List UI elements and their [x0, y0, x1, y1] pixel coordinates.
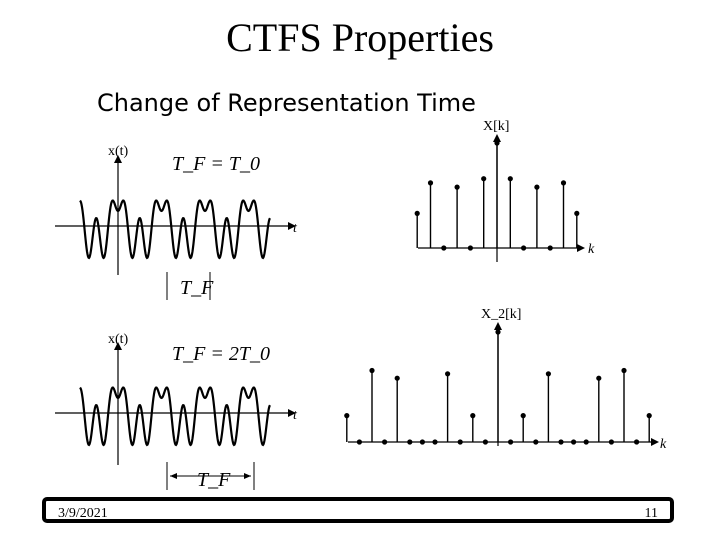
- x2k-point-20: [596, 375, 602, 381]
- span-arrow-right-bottom: [244, 473, 251, 479]
- x2k-point-16: [545, 371, 552, 377]
- ylabel-bottom: x(t): [108, 332, 129, 347]
- xt-axis-arrow-bottom: [114, 342, 122, 350]
- span-label-bottom: T_F: [197, 469, 231, 491]
- ylabel-top: x(t): [108, 144, 129, 159]
- xk-top-point-5: [481, 176, 487, 182]
- x2k-point-2: [369, 367, 375, 374]
- xk-top-point-12: [574, 210, 580, 216]
- xk-top-point-7: [507, 176, 513, 182]
- x2k-point-6: [419, 439, 425, 445]
- x2k-point-13: [508, 439, 514, 445]
- span-arrow-left-bottom: [170, 473, 177, 479]
- x2k-point-15: [533, 439, 539, 445]
- spectrum-plot-top: X[k] k: [414, 119, 595, 262]
- xk-top-point-9: [534, 184, 540, 190]
- spectrum-plot-bottom: X_2[k] k: [344, 307, 667, 452]
- xk-label-top: X[k]: [483, 119, 509, 134]
- xk-axis-arrow-bottom: [494, 322, 502, 330]
- slide-title: CTFS Properties: [226, 15, 494, 60]
- waveform-bottom: [79, 386, 271, 447]
- signal-plot-top: x(t) t T_F = T_0 T_F: [55, 144, 298, 300]
- signal-plot-bottom: x(t) t T_F = 2T_0 T_F: [55, 332, 298, 491]
- x2k-point-24: [646, 413, 652, 419]
- x2k-point-11: [482, 439, 488, 445]
- k-label-top: k: [588, 242, 595, 257]
- t-axis-arrow-top: [288, 222, 296, 230]
- x2k-point-17: [558, 439, 564, 445]
- period-formula-bottom: T_F = 2T_0: [172, 343, 270, 365]
- xt-axis-arrow-top: [114, 155, 122, 163]
- footer-bar: [42, 497, 674, 523]
- x2k-point-14: [520, 413, 526, 419]
- xk-top-point-11: [560, 180, 567, 186]
- x2k-point-0: [344, 413, 350, 419]
- xk-top-point-6: [494, 140, 500, 146]
- x2k-point-9: [457, 439, 463, 445]
- xk-top-point-8: [521, 245, 527, 251]
- x2k-point-10: [470, 413, 476, 419]
- xlabel-bottom: t: [293, 408, 298, 423]
- k-axis-arrow-bottom: [651, 438, 659, 446]
- xk-top-point-4: [467, 245, 473, 251]
- slide-subtitle: Change of Representation Time: [97, 89, 476, 117]
- xk-label-bottom: X_2[k]: [481, 307, 521, 322]
- x2k-point-3: [382, 439, 388, 445]
- x2k-point-7: [432, 439, 438, 445]
- x2k-point-18: [571, 439, 577, 445]
- page-number: 11: [644, 506, 658, 521]
- k-axis-arrow-top: [577, 244, 585, 252]
- x2k-point-23: [634, 439, 640, 445]
- x2k-point-1: [356, 439, 362, 445]
- x2k-point-8: [445, 371, 451, 377]
- waveform-top: [79, 199, 271, 260]
- x2k-point-12: [495, 329, 501, 335]
- x2k-point-21: [608, 439, 615, 445]
- footer-date: 3/9/2021: [58, 506, 108, 521]
- x2k-point-5: [407, 439, 413, 445]
- xk-top-point-3: [454, 184, 460, 190]
- k-label-bottom: k: [660, 437, 667, 452]
- xk-axis-arrow-top: [493, 134, 501, 142]
- span-label-top: T_F: [180, 277, 214, 299]
- stems-bottom: [344, 329, 652, 445]
- x2k-point-4: [394, 375, 400, 381]
- xk-top-point-10: [547, 245, 553, 251]
- xk-top-point-2: [441, 245, 447, 251]
- x2k-point-19: [583, 439, 589, 445]
- period-formula-top: T_F = T_0: [172, 153, 260, 175]
- xlabel-top: t: [293, 221, 298, 236]
- xk-top-point-0: [414, 210, 420, 216]
- t-axis-arrow-bottom: [288, 409, 296, 417]
- xk-top-point-1: [427, 180, 434, 186]
- x2k-point-22: [621, 367, 627, 374]
- stems-top: [414, 140, 580, 251]
